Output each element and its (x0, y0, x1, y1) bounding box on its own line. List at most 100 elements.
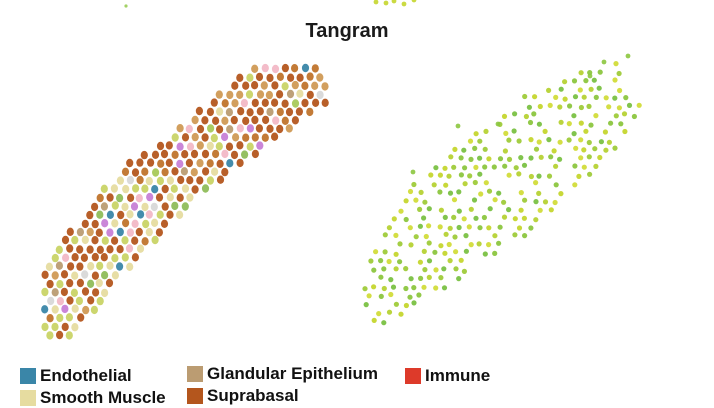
spot (588, 122, 594, 128)
spot (111, 271, 119, 280)
spot (476, 241, 482, 247)
spot (398, 208, 404, 214)
spot (262, 115, 270, 125)
spot (76, 227, 84, 237)
spot (231, 81, 239, 90)
spot (472, 145, 478, 151)
spot (276, 124, 284, 134)
spot (417, 223, 423, 229)
spot (562, 96, 568, 102)
spot (60, 270, 69, 279)
spot (251, 133, 259, 142)
spot (481, 214, 487, 221)
spot (116, 176, 124, 185)
spot (458, 172, 464, 178)
spot (56, 297, 64, 306)
spot (473, 164, 479, 170)
spot (237, 107, 245, 116)
spot (403, 302, 409, 309)
spot (176, 124, 184, 133)
spot (66, 244, 74, 253)
spot (71, 304, 79, 313)
spot (140, 150, 148, 160)
spot (466, 224, 472, 230)
spot (255, 124, 263, 133)
spot (433, 285, 439, 291)
spot (587, 73, 593, 79)
spot (403, 285, 409, 292)
spot (593, 113, 599, 119)
spot (593, 163, 599, 169)
spot (137, 210, 145, 219)
spot (160, 149, 169, 159)
spot (176, 193, 184, 202)
spot (127, 193, 135, 202)
spot (221, 149, 229, 159)
spot (287, 73, 295, 82)
spot (452, 146, 458, 152)
spot (201, 184, 210, 193)
spot (296, 73, 304, 82)
spot (155, 228, 163, 237)
spot (376, 311, 382, 317)
spot (518, 190, 524, 196)
spot (260, 81, 268, 90)
spot (623, 95, 629, 101)
spot (587, 171, 593, 177)
spot (66, 278, 74, 288)
spot (206, 176, 214, 185)
spot (391, 0, 397, 4)
spot (533, 146, 540, 152)
spot (496, 240, 502, 246)
spot (468, 206, 474, 212)
spot (206, 141, 214, 151)
spot (455, 123, 461, 129)
spot (362, 286, 368, 292)
spot (301, 81, 309, 91)
spot (242, 81, 250, 90)
spot (86, 210, 94, 220)
spot (426, 206, 432, 212)
spot (531, 111, 537, 117)
spot (411, 285, 417, 291)
spot (171, 150, 179, 159)
spot (383, 0, 389, 6)
spot (378, 258, 384, 264)
spot (572, 163, 578, 169)
spot (456, 224, 462, 231)
spot (421, 284, 427, 290)
spot (246, 124, 254, 133)
spot (71, 271, 79, 280)
spot (513, 165, 519, 171)
spot (51, 253, 59, 263)
spot (155, 193, 164, 202)
spot (135, 227, 143, 237)
spot (521, 215, 528, 221)
spot (81, 235, 89, 245)
spot (41, 305, 49, 314)
spot (116, 193, 124, 203)
spot (161, 167, 169, 177)
spot (41, 322, 49, 332)
spot (431, 182, 437, 188)
spot (190, 149, 199, 159)
spot (130, 202, 139, 211)
spot (566, 121, 572, 127)
spot (196, 141, 204, 150)
spot (548, 154, 554, 160)
spot (426, 274, 432, 280)
spot (603, 95, 609, 101)
spot (613, 113, 619, 119)
spot (92, 288, 100, 297)
spot (151, 235, 159, 245)
spot (96, 261, 104, 271)
spot (86, 227, 94, 237)
spot (433, 267, 439, 273)
spot (596, 85, 602, 91)
cell-type-map-panel (41, 63, 329, 340)
spot (136, 175, 144, 185)
clipped-top-fragments (124, 0, 417, 8)
spot (212, 116, 220, 126)
spot (116, 262, 124, 271)
spot (55, 261, 64, 270)
